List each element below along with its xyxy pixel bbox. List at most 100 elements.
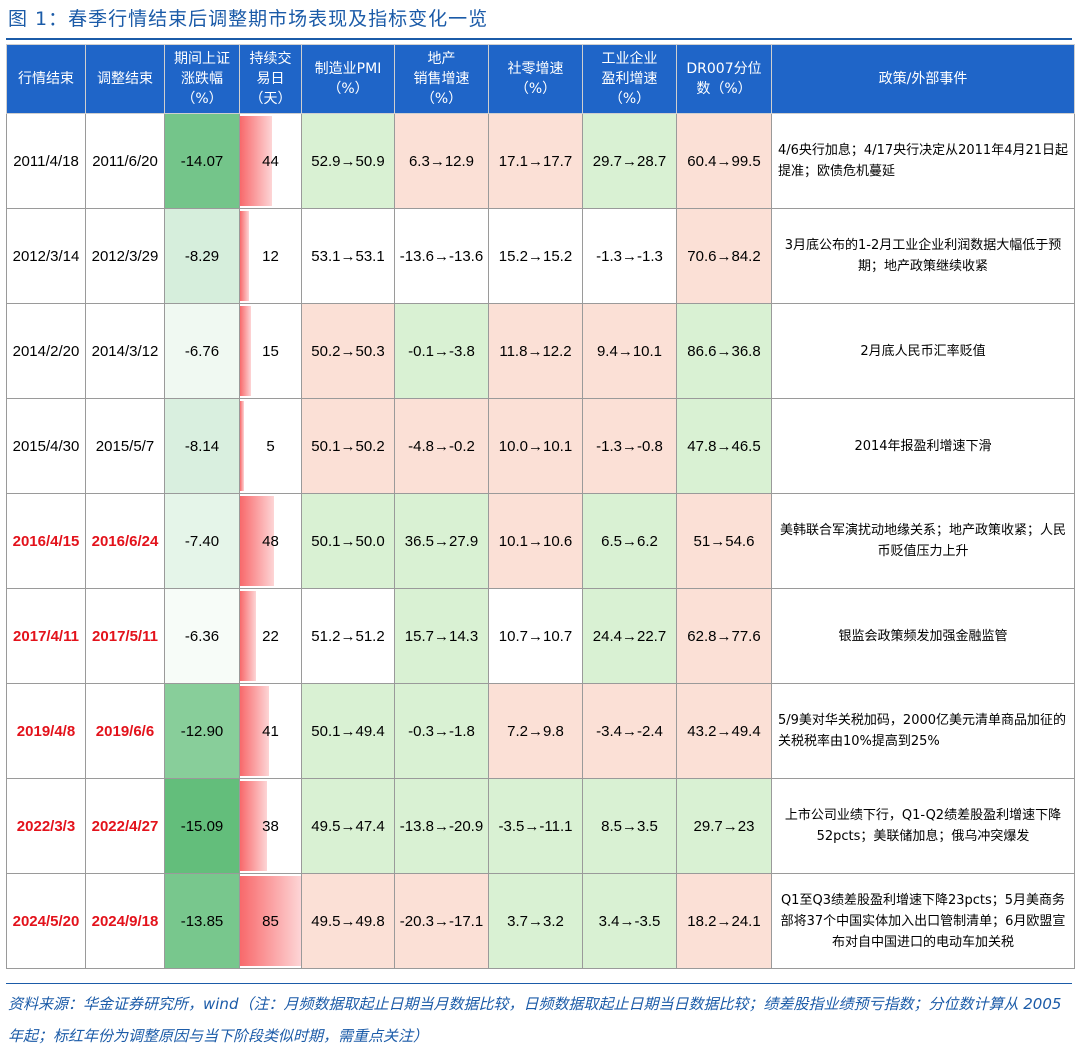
retail-cell: 15.2→15.2 — [488, 208, 583, 304]
estate-sales-cell: 15.7→14.3 — [394, 588, 489, 684]
table-row: 2019/4/8 2019/6/6 -12.90 41 50.1→49.4 -0.3→-1… — [6, 683, 1075, 779]
title-divider — [6, 38, 1072, 40]
pmi-cell: 49.5→47.4 — [301, 778, 395, 874]
retail-cell: 11.8→12.2 — [488, 303, 583, 399]
dr007-cell: 18.2→24.1 — [676, 873, 772, 969]
col-header: 政策/外部事件 — [771, 44, 1075, 114]
pmi-cell: 50.2→50.3 — [301, 303, 395, 399]
estate-sales-cell: -0.1→-3.8 — [394, 303, 489, 399]
event-cell: 5/9美对华关税加码，2000亿美元清单商品加征的关税税率由10%提高到25% — [771, 683, 1075, 779]
col-header: 期间上证 涨跌幅 （%） — [164, 44, 240, 114]
change-cell: -7.40 — [164, 493, 240, 589]
retail-cell: 3.7→3.2 — [488, 873, 583, 969]
pmi-cell: 51.2→51.2 — [301, 588, 395, 684]
industrial-profit-cell: -1.3→-1.3 — [582, 208, 677, 304]
table-row: 2014/2/20 2014/3/12 -6.76 15 50.2→50.3 -0.1→-… — [6, 303, 1075, 399]
dr007-cell: 70.6→84.2 — [676, 208, 772, 304]
col-header: 制造业PMI （%） — [301, 44, 395, 114]
end-date-cell: 2024/9/18 — [85, 873, 165, 969]
adjustment-table: 行情结束 调整结束 期间上证 涨跌幅 （%） 持续交 易日 （天） 制造业PMI… — [6, 44, 1075, 969]
days-cell: 15 — [239, 303, 302, 399]
dr007-cell: 86.6→36.8 — [676, 303, 772, 399]
source-note: 资料来源：华金证券研究所，wind（注：月频数据取起止日期当月数据比较，日频数据… — [8, 995, 1062, 1045]
industrial-profit-cell: 24.4→22.7 — [582, 588, 677, 684]
end-date-cell: 2014/3/12 — [85, 303, 165, 399]
days-value: 44 — [262, 152, 279, 170]
retail-cell: 10.7→10.7 — [488, 588, 583, 684]
header-row: 行情结束 调整结束 期间上证 涨跌幅 （%） 持续交 易日 （天） 制造业PMI… — [6, 44, 1075, 114]
days-data-bar — [240, 496, 275, 586]
start-date-cell: 2011/4/18 — [6, 113, 86, 209]
retail-cell: -3.5→-11.1 — [488, 778, 583, 874]
days-data-bar — [240, 211, 249, 301]
table-row: 2016/4/15 2016/6/24 -7.40 48 50.1→50.0 36.5→2… — [6, 493, 1075, 589]
days-cell: 44 — [239, 113, 302, 209]
change-cell: -8.14 — [164, 398, 240, 494]
col-header: 地产 销售增速 （%） — [394, 44, 489, 114]
days-value: 15 — [262, 342, 279, 360]
end-date-cell: 2015/5/7 — [85, 398, 165, 494]
dr007-cell: 60.4→99.5 — [676, 113, 772, 209]
table-row: 2011/4/18 2011/6/20 -14.07 44 52.9→50.9 6.3→1… — [6, 113, 1075, 209]
change-cell: -12.90 — [164, 683, 240, 779]
estate-sales-cell: 36.5→27.9 — [394, 493, 489, 589]
col-header: 行情结束 — [6, 44, 86, 114]
retail-cell: 10.0→10.1 — [488, 398, 583, 494]
industrial-profit-cell: -1.3→-0.8 — [582, 398, 677, 494]
event-cell: 美韩联合军演扰动地缘关系；地产政策收紧；人民币贬值压力上升 — [771, 493, 1075, 589]
event-cell: 银监会政策频发加强金融监管 — [771, 588, 1075, 684]
days-data-bar — [240, 401, 244, 491]
start-date-cell: 2017/4/11 — [6, 588, 86, 684]
end-date-cell: 2022/4/27 — [85, 778, 165, 874]
retail-cell: 10.1→10.6 — [488, 493, 583, 589]
footer-divider — [6, 983, 1072, 984]
days-value: 38 — [262, 817, 279, 835]
col-header: 社零增速 （%） — [488, 44, 583, 114]
days-value: 22 — [262, 627, 279, 645]
change-cell: -6.36 — [164, 588, 240, 684]
dr007-cell: 47.8→46.5 — [676, 398, 772, 494]
days-cell: 5 — [239, 398, 302, 494]
end-date-cell: 2017/5/11 — [85, 588, 165, 684]
event-cell: 2月底人民币汇率贬值 — [771, 303, 1075, 399]
days-data-bar — [240, 781, 268, 871]
col-header: 工业企业 盈利增速 （%） — [582, 44, 677, 114]
dr007-cell: 62.8→77.6 — [676, 588, 772, 684]
estate-sales-cell: 6.3→12.9 — [394, 113, 489, 209]
industrial-profit-cell: 9.4→10.1 — [582, 303, 677, 399]
pmi-cell: 50.1→50.2 — [301, 398, 395, 494]
start-date-cell: 2012/3/14 — [6, 208, 86, 304]
days-cell: 12 — [239, 208, 302, 304]
figure-title: 图 1：春季行情结束后调整期市场表现及指标变化一览 — [8, 8, 489, 30]
retail-cell: 7.2→9.8 — [488, 683, 583, 779]
pmi-cell: 50.1→50.0 — [301, 493, 395, 589]
days-value: 48 — [262, 532, 279, 550]
start-date-cell: 2019/4/8 — [6, 683, 86, 779]
table-row: 2017/4/11 2017/5/11 -6.36 22 51.2→51.2 15.7→1… — [6, 588, 1075, 684]
days-value: 41 — [262, 722, 279, 740]
dr007-cell: 43.2→49.4 — [676, 683, 772, 779]
change-cell: -14.07 — [164, 113, 240, 209]
days-data-bar — [240, 876, 301, 966]
start-date-cell: 2015/4/30 — [6, 398, 86, 494]
event-cell: 2014年报盈利增速下滑 — [771, 398, 1075, 494]
table-row: 2012/3/14 2012/3/29 -8.29 12 53.1→53.1 -13.6→… — [6, 208, 1075, 304]
dr007-cell: 29.7→23 — [676, 778, 772, 874]
start-date-cell: 2016/4/15 — [6, 493, 86, 589]
days-cell: 22 — [239, 588, 302, 684]
pmi-cell: 49.5→49.8 — [301, 873, 395, 969]
days-value: 5 — [266, 437, 275, 455]
col-header: 持续交 易日 （天） — [239, 44, 302, 114]
days-cell: 85 — [239, 873, 302, 969]
days-data-bar — [240, 686, 270, 776]
event-cell: Q1至Q3绩差股盈利增速下降23pcts；5月美商务部将37个中国实体加入出口管… — [771, 873, 1075, 969]
change-cell: -13.85 — [164, 873, 240, 969]
table-row: 2015/4/30 2015/5/7 -8.14 5 50.1→50.2 -4.8→-0.… — [6, 398, 1075, 494]
days-data-bar — [240, 116, 272, 206]
col-header: 调整结束 — [85, 44, 165, 114]
change-cell: -15.09 — [164, 778, 240, 874]
event-cell: 3月底公布的1-2月工业企业利润数据大幅低于预期；地产政策继续收紧 — [771, 208, 1075, 304]
days-cell: 48 — [239, 493, 302, 589]
days-cell: 41 — [239, 683, 302, 779]
days-cell: 38 — [239, 778, 302, 874]
